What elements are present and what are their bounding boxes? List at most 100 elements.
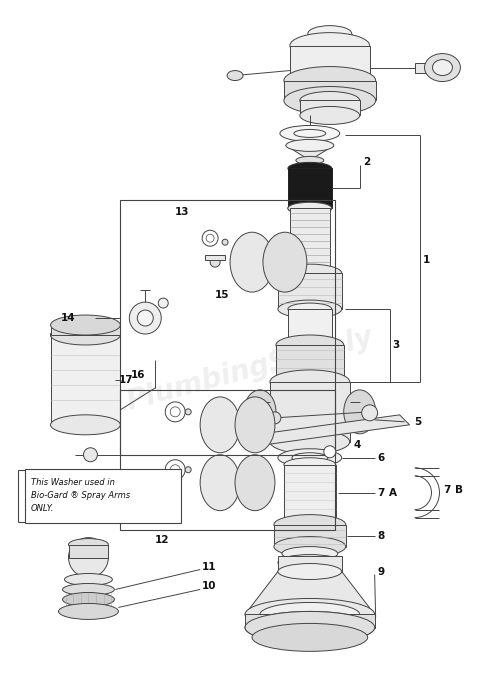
Circle shape <box>68 537 108 578</box>
Ellipse shape <box>284 67 376 94</box>
Ellipse shape <box>276 372 344 392</box>
Ellipse shape <box>64 574 112 585</box>
Text: 13: 13 <box>175 207 190 217</box>
Ellipse shape <box>300 107 360 124</box>
Text: 6: 6 <box>378 453 385 463</box>
Text: 1: 1 <box>423 255 430 265</box>
Bar <box>50 335 120 425</box>
Ellipse shape <box>244 390 276 434</box>
Bar <box>415 63 443 72</box>
Ellipse shape <box>288 303 332 315</box>
Text: 4: 4 <box>354 440 361 450</box>
Ellipse shape <box>288 267 332 279</box>
Circle shape <box>137 310 153 326</box>
Bar <box>276 345 344 382</box>
Bar <box>284 465 336 524</box>
Bar <box>270 382 350 441</box>
Circle shape <box>222 239 228 245</box>
Ellipse shape <box>68 539 108 551</box>
Ellipse shape <box>245 612 375 643</box>
Circle shape <box>83 448 97 462</box>
Ellipse shape <box>290 32 370 59</box>
Ellipse shape <box>50 325 120 345</box>
Text: 12: 12 <box>155 535 170 545</box>
Ellipse shape <box>290 68 370 94</box>
Ellipse shape <box>260 603 360 626</box>
Bar <box>50 325 120 335</box>
Bar <box>308 34 352 46</box>
Ellipse shape <box>235 397 275 453</box>
Text: 7 B: 7 B <box>445 485 464 495</box>
Ellipse shape <box>200 397 240 453</box>
Text: 2: 2 <box>363 157 370 167</box>
Ellipse shape <box>290 558 330 568</box>
Ellipse shape <box>263 232 307 292</box>
Ellipse shape <box>274 514 346 535</box>
Bar <box>290 46 370 80</box>
Ellipse shape <box>278 264 342 282</box>
Ellipse shape <box>50 325 120 345</box>
Text: 7 A: 7 A <box>378 487 397 497</box>
Text: 3: 3 <box>393 340 400 350</box>
Bar <box>278 556 342 572</box>
Bar <box>284 80 376 101</box>
Bar <box>290 209 330 273</box>
Text: 14: 14 <box>60 313 75 323</box>
Text: 10: 10 <box>202 581 217 591</box>
Text: 16: 16 <box>130 370 145 380</box>
Ellipse shape <box>230 232 274 292</box>
Bar <box>300 101 360 115</box>
Ellipse shape <box>245 612 375 643</box>
Ellipse shape <box>62 593 114 606</box>
Bar <box>278 273 342 309</box>
Bar <box>68 545 108 558</box>
Circle shape <box>324 446 336 458</box>
Ellipse shape <box>200 455 240 511</box>
Text: This Washer used in
Bio-Gard ® Spray Arms
ONLY.: This Washer used in Bio-Gard ® Spray Arm… <box>30 478 130 513</box>
Ellipse shape <box>50 415 120 435</box>
Bar <box>120 390 335 530</box>
Bar <box>245 614 375 628</box>
Ellipse shape <box>286 140 334 151</box>
Ellipse shape <box>288 163 332 174</box>
Ellipse shape <box>296 157 324 164</box>
Ellipse shape <box>284 518 336 532</box>
Ellipse shape <box>288 202 332 214</box>
Ellipse shape <box>288 339 332 351</box>
Circle shape <box>269 412 281 424</box>
Circle shape <box>185 409 191 415</box>
Polygon shape <box>286 145 334 161</box>
Ellipse shape <box>284 458 336 472</box>
Ellipse shape <box>308 26 352 42</box>
Polygon shape <box>245 572 375 614</box>
Polygon shape <box>255 415 410 445</box>
Ellipse shape <box>300 92 360 109</box>
Bar <box>288 168 332 209</box>
Text: 15: 15 <box>215 290 230 300</box>
Bar <box>120 200 335 455</box>
Ellipse shape <box>270 370 350 394</box>
Circle shape <box>129 302 161 334</box>
Text: PlumbingSupply: PlumbingSupply <box>123 323 377 416</box>
Circle shape <box>362 405 378 421</box>
Bar <box>288 309 332 345</box>
Ellipse shape <box>58 603 118 620</box>
Ellipse shape <box>276 335 344 355</box>
Ellipse shape <box>278 300 342 318</box>
Ellipse shape <box>284 86 376 115</box>
Bar <box>205 255 225 260</box>
Ellipse shape <box>425 53 461 82</box>
Ellipse shape <box>292 453 328 463</box>
Ellipse shape <box>278 449 342 466</box>
Ellipse shape <box>62 583 114 595</box>
Ellipse shape <box>282 547 338 560</box>
Ellipse shape <box>308 38 352 53</box>
Circle shape <box>158 298 168 308</box>
Ellipse shape <box>278 564 342 580</box>
Circle shape <box>185 466 191 472</box>
FancyBboxPatch shape <box>24 468 181 522</box>
Ellipse shape <box>280 126 340 141</box>
Ellipse shape <box>274 537 346 557</box>
Ellipse shape <box>278 555 342 570</box>
Ellipse shape <box>433 59 453 76</box>
